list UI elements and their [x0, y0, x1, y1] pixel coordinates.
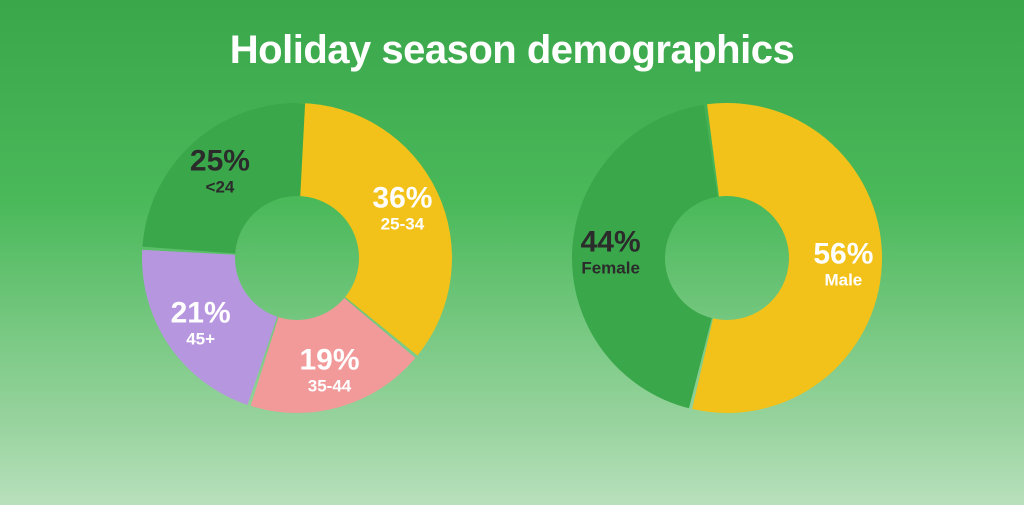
gender-slice-0	[692, 103, 882, 413]
age-slice-2	[142, 250, 277, 405]
charts-row: 36%25-3419%35-4421%45+25%<24 56%Male44%F…	[0, 103, 1024, 413]
gender-donut: 56%Male44%Female	[572, 103, 882, 413]
gender-slice-1	[572, 105, 718, 409]
gender-donut-svg	[572, 103, 882, 413]
age-donut-svg	[142, 103, 452, 413]
age-donut: 36%25-3419%35-4421%45+25%<24	[142, 103, 452, 413]
age-slice-3	[142, 103, 305, 253]
page-title: Holiday season demographics	[0, 0, 1024, 73]
